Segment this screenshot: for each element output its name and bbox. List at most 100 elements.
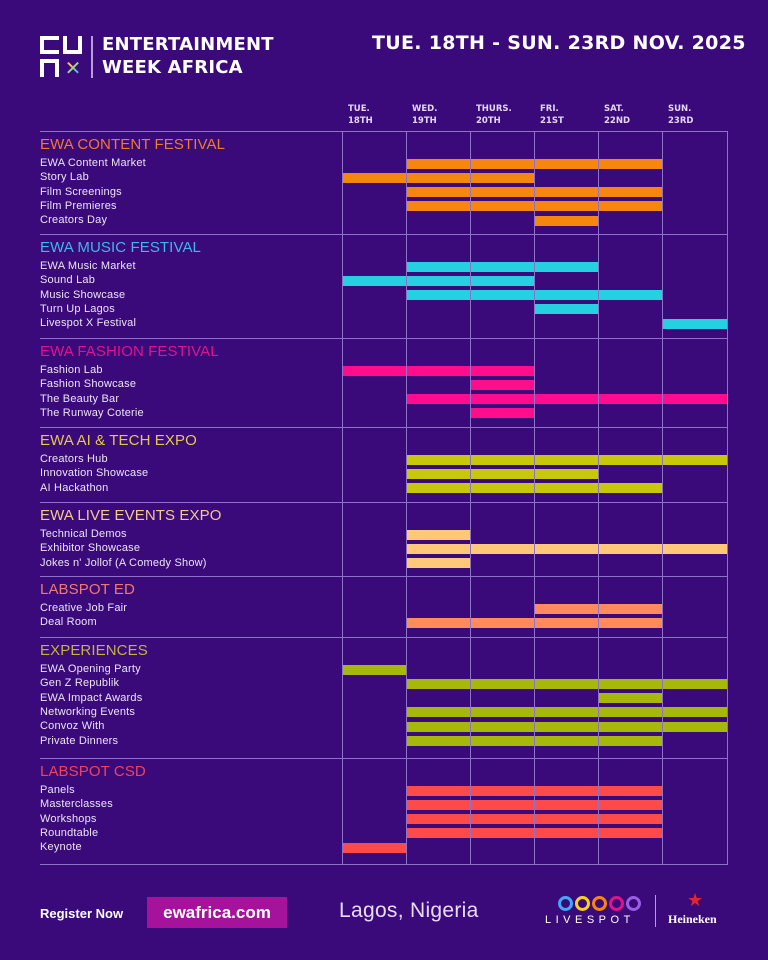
register-label: Register Now <box>40 906 124 921</box>
event-bar <box>406 558 470 569</box>
grid-column-line <box>470 131 471 864</box>
day-header: THURS. 20TH <box>476 103 512 127</box>
section-title: EWA FASHION FESTIVAL <box>40 343 219 360</box>
event-label: Convoz With <box>40 720 105 733</box>
event-label: Networking Events <box>40 705 136 718</box>
day-name: THURS. <box>476 104 512 114</box>
event-label: Turn Up Lagos <box>40 302 115 315</box>
event-label: Innovation Showcase <box>40 467 149 480</box>
event-bar <box>342 275 534 286</box>
event-bar <box>406 394 727 405</box>
event-bar <box>598 693 662 704</box>
heineken-logo: Heineken <box>668 912 717 926</box>
event-label: Creative Job Fair <box>40 602 128 614</box>
day-name: WED. <box>412 104 438 114</box>
ring-icon <box>558 896 573 911</box>
livespot-logo: LIVESPOT <box>545 914 635 926</box>
grid-line <box>40 758 728 759</box>
event-label: The Runway Coterie <box>40 406 144 419</box>
section-title: LABSPOT CSD <box>40 763 146 780</box>
day-date: 19TH <box>412 116 437 126</box>
day-header: WED. 19TH <box>412 103 437 127</box>
event-label: EWA Impact Awards <box>40 691 143 704</box>
day-name: TUE. <box>348 104 370 114</box>
heineken-star-icon: ★ <box>687 890 704 911</box>
event-label: AI Hackathon <box>40 481 109 494</box>
event-bar <box>342 664 406 675</box>
event-bar <box>406 529 470 540</box>
grid-column-line <box>662 131 663 864</box>
grid-line <box>40 427 728 428</box>
ring-icon <box>609 896 624 911</box>
grid-line <box>40 576 728 577</box>
event-label: Music Showcase <box>40 288 126 301</box>
event-label: Film Premieres <box>40 199 117 212</box>
ewa-logo: ✕ <box>40 36 84 78</box>
grid-column-line <box>598 131 599 864</box>
event-label: Technical Demos <box>40 528 127 540</box>
event-bar <box>470 379 534 390</box>
day-date: 23RD <box>668 116 694 126</box>
event-label: EWA Opening Party <box>40 663 141 675</box>
day-header: TUE. 18TH <box>348 103 373 127</box>
event-label: Fashion Showcase <box>40 378 137 391</box>
day-header: FRI. 21ST <box>540 103 564 127</box>
event-label: Story Lab <box>40 171 89 184</box>
event-label: The Beauty Bar <box>40 392 120 405</box>
section-title: EWA CONTENT FESTIVAL <box>40 136 226 153</box>
grid-column-line <box>534 131 535 864</box>
event-bar <box>406 454 727 465</box>
day-name: SUN. <box>668 104 692 114</box>
event-label: Creators Hub <box>40 453 108 465</box>
event-label: EWA Music Market <box>40 260 136 272</box>
event-label: Deal Room <box>40 616 97 629</box>
event-bar <box>534 304 598 315</box>
event-bar <box>342 842 406 853</box>
sponsor-divider <box>655 895 656 927</box>
website-link[interactable]: ewafrica.com <box>147 897 287 928</box>
event-bar <box>662 318 727 329</box>
event-label: Sound Lab <box>40 274 96 287</box>
logo-letter-e <box>40 36 59 54</box>
event-bar <box>406 543 727 554</box>
logo-divider <box>91 36 93 78</box>
day-header: SAT. 22ND <box>604 103 630 127</box>
event-label: Panels <box>40 784 75 796</box>
grid-line <box>40 864 728 865</box>
section-title: EWA LIVE EVENTS EXPO <box>40 507 222 524</box>
event-bar <box>406 721 727 732</box>
event-label: Fashion Lab <box>40 364 103 376</box>
grid-line <box>40 637 728 638</box>
event-label: Exhibitor Showcase <box>40 542 141 555</box>
event-label: Keynote <box>40 841 82 854</box>
section-title: EWA MUSIC FESTIVAL <box>40 239 201 256</box>
event-label: Workshops <box>40 812 97 825</box>
event-bar <box>406 468 598 479</box>
event-bar <box>342 172 534 183</box>
event-bar <box>470 408 534 419</box>
location-text: Lagos, Nigeria <box>339 899 479 922</box>
grid-line <box>40 502 728 503</box>
grid-column-line <box>342 131 343 864</box>
event-bar <box>406 678 727 689</box>
day-name: FRI. <box>540 104 559 114</box>
livespot-rings-icon <box>558 896 641 911</box>
section-title: EWA AI & TECH EXPO <box>40 432 197 449</box>
event-bar <box>406 707 727 718</box>
event-label: Masterclasses <box>40 798 113 811</box>
day-header: SUN. 23RD <box>668 103 693 127</box>
grid-line <box>40 338 728 339</box>
logo-x-icon: ✕ <box>64 56 82 80</box>
day-name: SAT. <box>604 104 624 114</box>
day-date: 21ST <box>540 116 564 126</box>
ring-icon <box>575 896 590 911</box>
day-date: 22ND <box>604 116 630 126</box>
event-label: Gen Z Republik <box>40 677 120 690</box>
brand-line-2: WEEK AFRICA <box>102 57 243 78</box>
grid-column-line <box>406 131 407 864</box>
day-date: 18TH <box>348 116 373 126</box>
logo-letter-a <box>40 59 59 77</box>
grid-column-line <box>727 131 728 864</box>
day-date: 20TH <box>476 116 501 126</box>
event-label: Private Dinners <box>40 734 119 747</box>
